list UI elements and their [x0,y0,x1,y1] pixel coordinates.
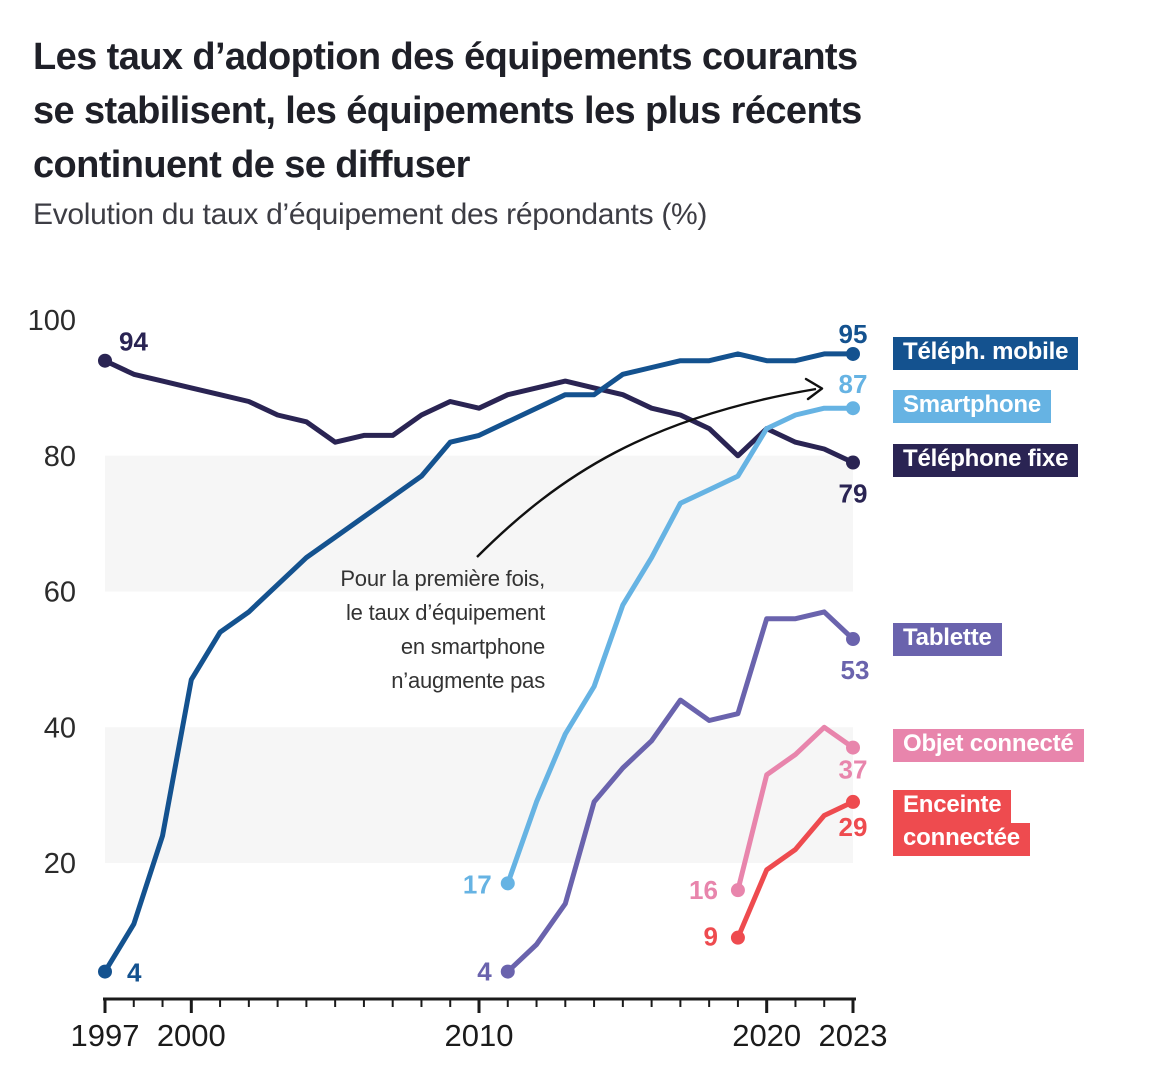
y-axis-label: 40 [44,712,76,744]
start-dot-enceinte [730,930,745,945]
legend-label: Smartphone [893,390,1052,423]
series-line-tablette [505,609,856,975]
end-value-label-mobile: 95 [839,319,868,349]
end-value-label-enceinte: 29 [839,812,868,842]
legend-label: Enceinte [893,790,1012,823]
page-title-line: Les taux d’adoption des équipements cour… [33,36,858,78]
start-value-label-enceinte: 9 [703,922,717,952]
y-axis-label: 60 [44,577,76,609]
end-dot-tablette [846,632,860,647]
start-value-label-smartphone: 17 [463,869,492,899]
end-value-label-objet: 37 [839,755,868,785]
series-line-mobile [102,351,856,975]
plot-band [105,727,853,863]
end-dot-enceinte [846,794,860,809]
start-value-label-mobile: 4 [127,958,142,988]
series-line-enceinte [735,799,856,941]
start-dot-tablette [500,964,515,979]
legend-label: connectée [893,823,1030,856]
x-axis-label: 2000 [157,1018,226,1053]
annotation-arrow [476,387,817,558]
legend-telephone-mobile: Téléph. mobile [893,337,1079,370]
end-dot-smartphone [846,401,860,416]
legend-objet-connecte: Objet connecté [893,729,1084,762]
start-value-label-fixe: 94 [119,327,148,357]
x-axis-label: 2020 [732,1018,801,1053]
end-dot-fixe [846,455,860,470]
y-axis-label: 100 [28,305,76,337]
series-line-smartphone [505,405,856,886]
end-value-label-fixe: 79 [839,479,868,509]
legend-telephone-fixe: Téléphone fixe [893,444,1079,477]
legend-label: Objet connecté [893,729,1084,762]
start-value-label-objet: 16 [689,875,718,905]
y-axis-label: 20 [44,848,76,880]
end-value-label-smartphone: 87 [839,369,868,399]
legend-enceinte-connectee: Enceinte connectée [893,790,1030,856]
x-axis-label: 2010 [445,1018,514,1053]
legend-smartphone: Smartphone [893,390,1052,423]
annotation-line: Pour la première fois, [340,566,545,591]
x-axis-label: 2023 [819,1018,888,1053]
annotation-line: n’augmente pas [391,668,545,693]
legend-label: Téléph. mobile [893,337,1079,370]
start-dot-fixe [98,353,112,368]
start-value-label-tablette: 4 [477,957,492,987]
series-line-fixe [102,358,856,465]
page-title-line: continuent de se diffuser [33,144,470,186]
page-title: Les taux d’adoption des équipements cour… [33,30,1013,192]
legend-label: Téléphone fixe [893,444,1079,477]
legend-tablette: Tablette [893,623,1002,656]
legend-label: Tablette [893,623,1002,656]
annotation-text: Pour la première fois, le taux d’équipem… [280,562,545,698]
series-line-objet [735,724,856,893]
start-dot-smartphone [500,876,515,891]
end-dot-mobile [846,346,860,361]
x-axis-label: 1997 [71,1018,140,1053]
page-title-line: se stabilisent, les équipements les plus… [33,90,862,132]
chart-subtitle: Evolution du taux d’équipement des répon… [33,198,708,231]
annotation-line: le taux d’équipement [345,600,545,625]
annotation-arrowhead [804,377,824,401]
end-dot-objet [846,740,860,755]
end-value-label-tablette: 53 [841,655,870,685]
start-dot-mobile [98,964,112,979]
start-dot-objet [730,883,745,898]
annotation-line: en smartphone [400,634,545,659]
y-axis-label: 80 [44,441,76,473]
